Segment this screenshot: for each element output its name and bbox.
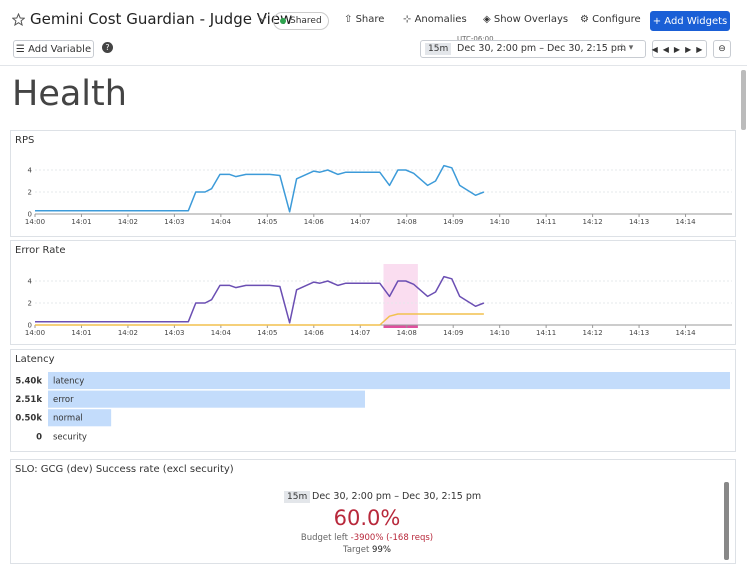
share-action[interactable]: ⇧ Share [344, 14, 385, 25]
timezone: UTC-06:00 [457, 35, 494, 43]
page-scrollbar[interactable] [741, 70, 746, 130]
playback-controls[interactable]: ◀◀▶▶▶ [652, 40, 707, 58]
budget-row: Budget left -3900% (-168 reqs) [11, 533, 723, 543]
slo-range: Dec 30, 2:00 pm – Dec 30, 2:15 pm [312, 491, 482, 502]
title-chevron[interactable] [258, 16, 267, 22]
anomalies-action[interactable]: ⊹ Anomalies [403, 14, 467, 25]
action-text: Anomalies [414, 14, 467, 25]
slo-value: 60.0% [333, 506, 401, 530]
range-text: Dec 30, 2:00 pm – Dec 30, 2:15 pm [457, 43, 627, 54]
badge-text: Shared [290, 16, 322, 26]
section-title: Health [12, 74, 127, 114]
widget-title: Latency [15, 354, 55, 365]
widget-scrollbar[interactable] [724, 482, 729, 560]
action-text: Show Overlays [493, 14, 569, 25]
add-variable-button[interactable]: ☰ Add Variable [13, 40, 94, 58]
latency-widget: Latency [10, 349, 736, 452]
slo-widget: SLO: GCG (dev) Success rate (excl securi… [10, 459, 736, 564]
target-row: Target 99% [11, 545, 723, 555]
action-text: Share [355, 14, 385, 25]
divider [0, 65, 747, 66]
add-widgets-button[interactable]: + Add Widgets [650, 11, 730, 31]
action-text: Configure [592, 14, 641, 25]
target-value: 99% [372, 545, 391, 555]
time-picker[interactable]: 15m Dec 30, 2:00 pm – Dec 30, 2:15 pm ⊥ … [420, 40, 646, 58]
zoom-out[interactable]: ⊖ [713, 40, 731, 58]
configure-action[interactable]: ⚙ Configure [580, 14, 641, 25]
budget-value: -3900% (-168 reqs) [350, 533, 434, 543]
overlays-action[interactable]: ◈ Show Overlays [483, 14, 569, 25]
button-text: Add Variable [28, 43, 92, 55]
error-rate-widget: Error Rate [10, 240, 736, 345]
shared-badge[interactable]: Shared [273, 12, 329, 30]
rps-widget: RPS [10, 130, 736, 237]
pin-icon[interactable]: ⊥ ▾ [618, 43, 634, 53]
budget-label: Budget left [300, 533, 348, 543]
star-icon[interactable] [12, 13, 25, 26]
target-label: Target [343, 545, 370, 555]
slo-range-short: 15m [284, 491, 311, 503]
widget-title: RPS [15, 135, 35, 146]
widget-title: Error Rate [15, 245, 66, 256]
range-short: 15m [425, 43, 452, 55]
widget-title: SLO: GCG (dev) Success rate (excl securi… [15, 464, 234, 475]
help-icon[interactable]: ? [102, 42, 113, 53]
dashboard-title: Gemini Cost Guardian - Judge View [30, 10, 293, 28]
button-text: Add Widgets [664, 15, 728, 27]
